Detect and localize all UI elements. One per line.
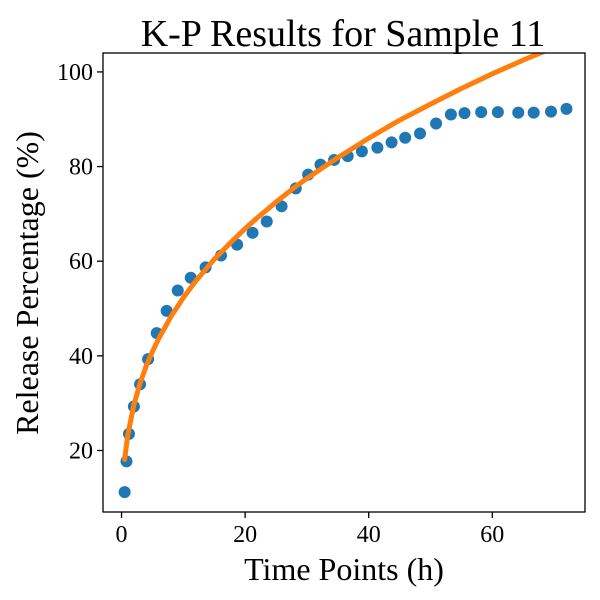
- ticks: 0 20 40 60 20 40 60 80 100: [57, 60, 504, 548]
- data-point: [430, 117, 443, 130]
- x-axis-label: Time Points (h): [244, 551, 444, 587]
- data-point: [160, 304, 173, 317]
- data-point: [371, 141, 384, 154]
- data-point: [171, 284, 184, 297]
- data-point: [444, 108, 457, 121]
- data-point: [414, 127, 427, 140]
- y-tick-label: 60: [69, 249, 93, 275]
- fit-line: [122, 53, 547, 462]
- data-point: [385, 136, 398, 149]
- y-axis-label: Release Percentage (%): [9, 131, 45, 435]
- y-tick-label: 80: [69, 155, 93, 181]
- x-tick-label: 0: [116, 522, 128, 548]
- x-tick-label: 60: [480, 522, 504, 548]
- data-point: [491, 106, 504, 119]
- data-point: [512, 106, 525, 119]
- data-point: [275, 200, 288, 213]
- y-tick-label: 100: [57, 60, 93, 86]
- data-point: [260, 215, 273, 228]
- marks: [118, 53, 573, 499]
- data-point: [118, 486, 131, 499]
- plot-frame: [102, 52, 586, 513]
- data-point: [458, 107, 471, 120]
- x-tick-label: 20: [233, 522, 257, 548]
- data-point: [475, 106, 488, 119]
- y-tick-label: 40: [69, 344, 93, 370]
- chart-title: K-P Results for Sample 11: [141, 13, 546, 55]
- data-point: [545, 105, 558, 118]
- data-point: [355, 145, 368, 158]
- data-point: [246, 226, 259, 239]
- data-point: [560, 102, 573, 115]
- y-tick-label: 20: [69, 438, 93, 464]
- x-tick-label: 40: [357, 522, 381, 548]
- data-point: [399, 131, 412, 144]
- data-point: [527, 106, 540, 119]
